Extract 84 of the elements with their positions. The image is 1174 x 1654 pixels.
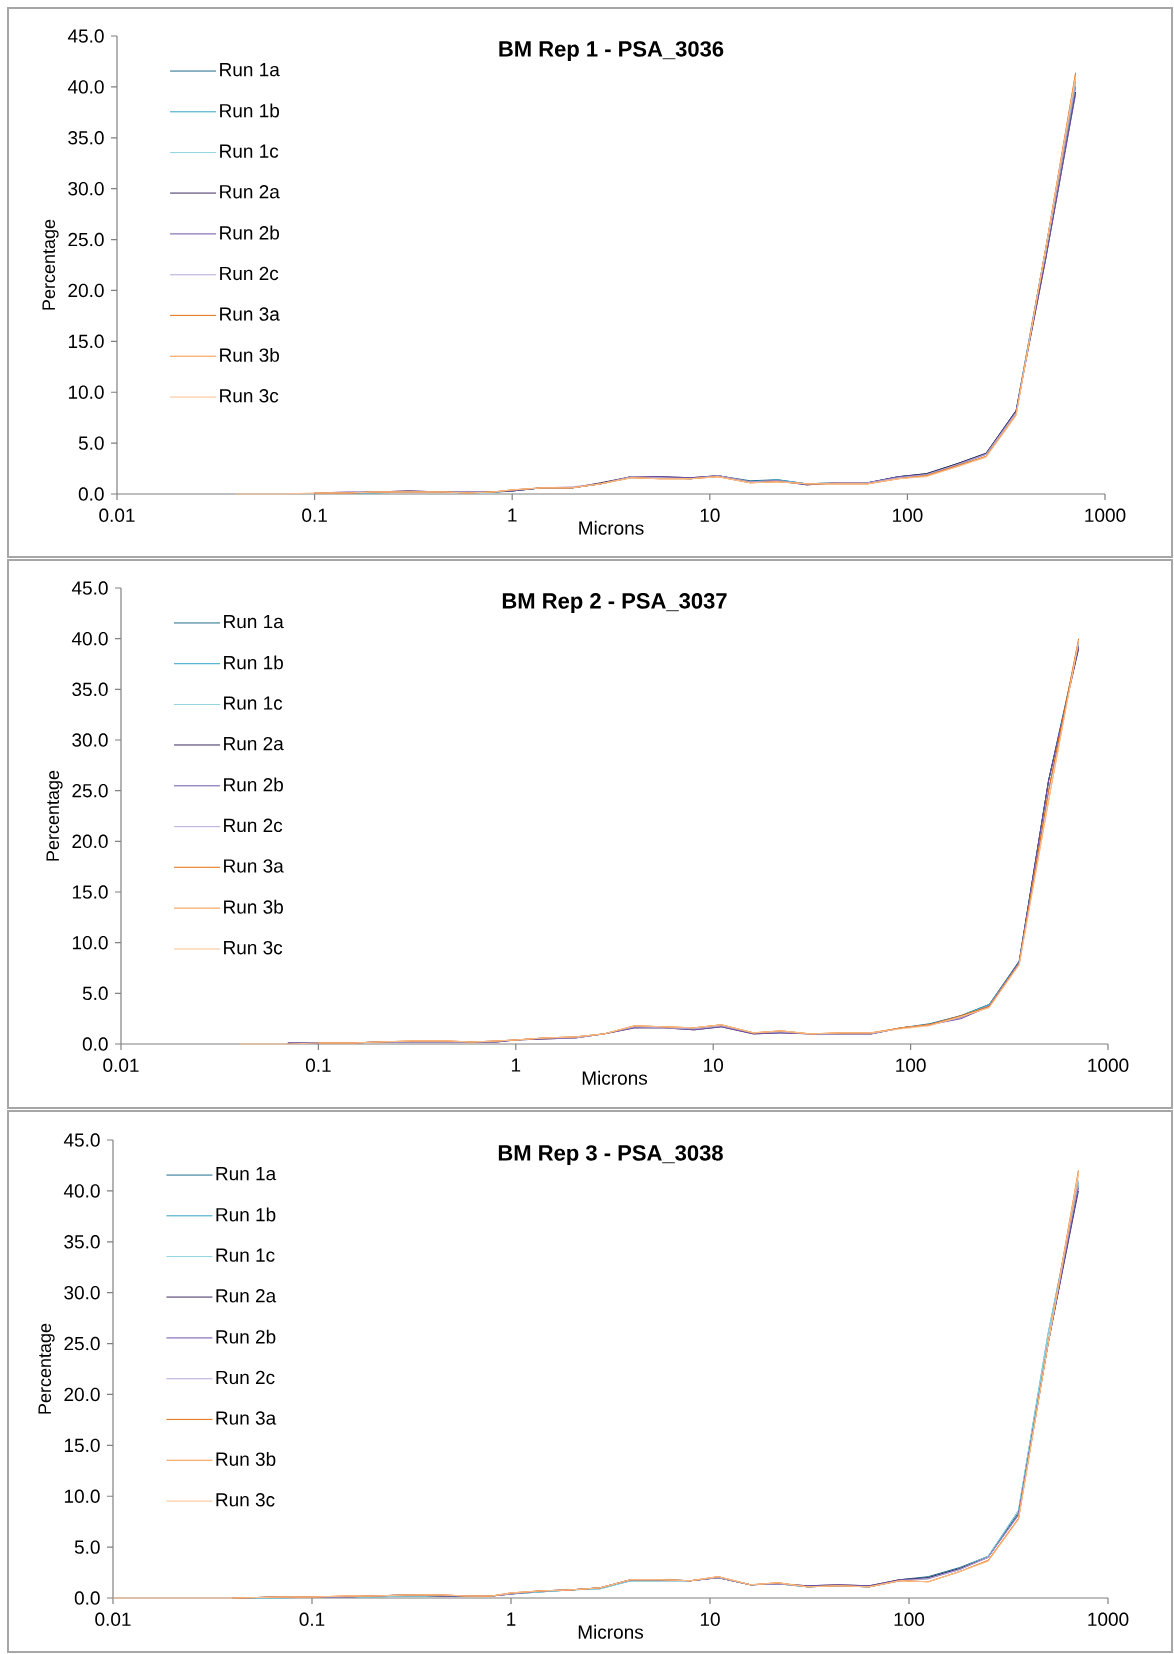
chart-title: BM Rep 2 - PSA_3037 xyxy=(502,593,727,614)
x-tick-label: 100 xyxy=(896,1058,926,1072)
legend-label: Run 2c xyxy=(216,1370,275,1385)
x-tick-label: 1000 xyxy=(1088,1612,1129,1627)
legend-label: Run 1a xyxy=(220,63,280,77)
x-tick-label: 1000 xyxy=(1088,1058,1129,1072)
x-axis-title: Microns xyxy=(578,1624,644,1639)
y-tick-label: 10.0 xyxy=(68,385,104,399)
x-tick-label: 0.1 xyxy=(305,1058,331,1072)
y-tick-label: 15.0 xyxy=(68,334,104,349)
y-tick-label: 25.0 xyxy=(68,232,104,247)
y-tick-label: 20.0 xyxy=(72,834,108,849)
y-tick-label: 35.0 xyxy=(68,131,104,145)
y-tick-label: 10.0 xyxy=(64,1489,100,1503)
legend-label: Run 2b xyxy=(216,1329,276,1344)
y-tick-label: 20.0 xyxy=(64,1387,100,1402)
y-tick-label: 0.0 xyxy=(82,1037,108,1051)
y-tick-label: 25.0 xyxy=(64,1336,100,1351)
y-tick-label: 5.0 xyxy=(78,436,104,450)
y-tick-label: 15.0 xyxy=(72,885,108,899)
legend-label: Run 3c xyxy=(220,389,279,403)
y-tick-label: 45.0 xyxy=(71,581,108,595)
chart-title: BM Rep 3 - PSA_3038 xyxy=(498,1145,723,1166)
legend-label: Run 1c xyxy=(216,1248,275,1262)
legend-label: Run 2a xyxy=(216,1289,277,1303)
y-tick-label: 25.0 xyxy=(72,783,108,798)
y-tick-label: 35.0 xyxy=(72,682,108,697)
y-tick-label: 40.0 xyxy=(67,80,104,94)
legend-label: Run 3b xyxy=(224,899,283,914)
y-tick-label: 45.0 xyxy=(67,29,104,43)
y-tick-label: 20.0 xyxy=(68,283,104,298)
legend-label: Run 3c xyxy=(216,1493,275,1507)
y-tick-label: 5.0 xyxy=(82,986,108,1001)
chart-title: BM Rep 1 - PSA_3036 xyxy=(499,41,724,62)
x-tick-label: 0.01 xyxy=(99,508,135,522)
y-tick-label: 10.0 xyxy=(72,935,108,950)
x-axis-title: Microns xyxy=(579,520,644,535)
legend-label: Run 2a xyxy=(224,736,284,751)
x-tick-label: 10 xyxy=(700,508,720,522)
y-tick-label: 30.0 xyxy=(68,181,104,196)
x-tick-label: 0.1 xyxy=(302,508,327,522)
legend-label: Run 1c xyxy=(220,144,279,158)
y-axis-title: Percentage xyxy=(46,770,63,861)
x-tick-label: 0.01 xyxy=(103,1058,139,1072)
legend-label: Run 3b xyxy=(216,1451,276,1466)
legend-label: Run 3a xyxy=(220,307,280,321)
x-tick-label: 0.1 xyxy=(299,1612,325,1627)
y-tick-label: 0.0 xyxy=(74,1591,100,1605)
legend-label: Run 2a xyxy=(220,185,280,199)
legend-label: Run 1a xyxy=(216,1167,277,1181)
x-tick-label: 1 xyxy=(508,508,517,522)
legend-label: Run 1b xyxy=(216,1207,276,1222)
legend-label: Run 2b xyxy=(224,777,283,792)
y-tick-label: 30.0 xyxy=(64,1285,100,1300)
y-tick-label: 35.0 xyxy=(64,1235,100,1249)
legend-label: Run 2b xyxy=(220,225,280,240)
y-tick-label: 5.0 xyxy=(74,1540,100,1554)
y-tick-label: 15.0 xyxy=(64,1438,100,1453)
y-axis-title: Percentage xyxy=(42,219,59,310)
y-axis-title: Percentage xyxy=(38,1323,55,1414)
x-tick-label: 100 xyxy=(894,1612,925,1627)
y-tick-label: 40.0 xyxy=(71,631,108,646)
y-tick-label: 30.0 xyxy=(72,733,108,747)
y-tick-label: 45.0 xyxy=(63,1133,100,1147)
legend-label: Run 1b xyxy=(220,103,280,118)
legend-label: Run 2c xyxy=(220,266,279,281)
legend-label: Run 2c xyxy=(224,818,283,833)
x-tick-label: 1000 xyxy=(1085,508,1126,522)
legend-label: Run 1b xyxy=(224,655,283,670)
x-tick-label: 0.01 xyxy=(95,1612,131,1627)
legend-label: Run 3c xyxy=(224,940,283,955)
x-tick-label: 100 xyxy=(893,508,923,522)
y-tick-label: 0.0 xyxy=(78,487,104,501)
x-tick-label: 10 xyxy=(700,1612,720,1627)
x-tick-label: 1 xyxy=(511,1058,521,1072)
x-tick-label: 1 xyxy=(507,1612,516,1626)
legend-label: Run 3a xyxy=(216,1411,277,1425)
legend-label: Run 3b xyxy=(220,347,280,362)
legend-label: Run 1a xyxy=(224,614,284,629)
legend-label: Run 3a xyxy=(224,859,284,873)
y-tick-label: 40.0 xyxy=(63,1184,100,1198)
x-axis-title: Microns xyxy=(582,1070,648,1085)
legend-label: Run 1c xyxy=(224,696,283,710)
x-tick-label: 10 xyxy=(704,1058,724,1072)
